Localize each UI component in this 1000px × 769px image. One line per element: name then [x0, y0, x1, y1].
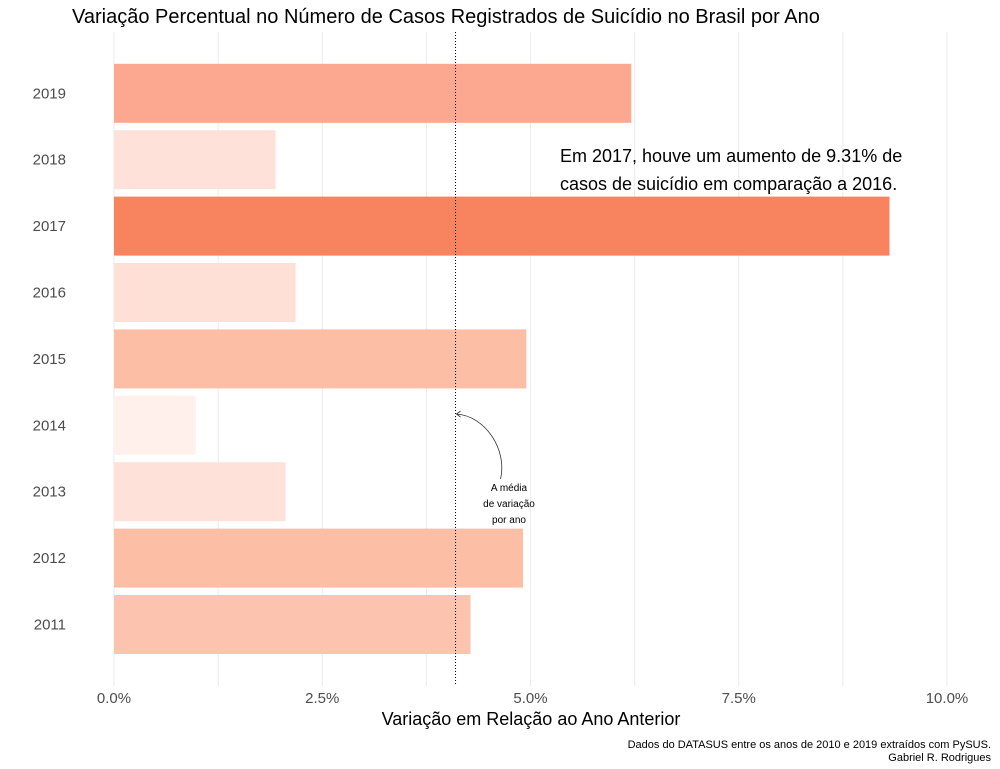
- mean-arrow: [456, 413, 503, 480]
- bar-2012: [114, 528, 524, 588]
- y-tick-label: 2017: [33, 218, 66, 235]
- bar-2017: [114, 196, 890, 256]
- bar-2019: [114, 63, 632, 123]
- x-tick-label: 0.0%: [97, 690, 131, 707]
- x-tick-label: 7.5%: [722, 690, 756, 707]
- bars: [114, 63, 890, 654]
- caption-line: Dados do DATASUS entre os anos de 2010 e…: [628, 739, 991, 751]
- bar-2016: [114, 263, 296, 322]
- bar-2014: [114, 395, 196, 455]
- mean-arrow-head: [455, 410, 461, 418]
- x-tick-label: 2.5%: [305, 690, 339, 707]
- y-tick-label: 2015: [33, 351, 66, 368]
- chart-title: Variação Percentual no Número de Casos R…: [72, 6, 820, 28]
- highlight-annotation-line: casos de suicídio em comparação a 2016.: [560, 174, 897, 194]
- mean-annotation: A média de variação por ano: [483, 483, 535, 526]
- x-tick-label: 5.0%: [513, 690, 547, 707]
- y-axis-ticks: 2011 2012 2013 2014 2015 2016 2017 2018 2019: [33, 85, 66, 633]
- y-tick-label: 2013: [33, 484, 66, 501]
- mean-annotation-line: A média: [491, 483, 528, 494]
- y-tick-label: 2014: [33, 417, 66, 434]
- mean-annotation-line: por ano: [492, 515, 526, 526]
- bar-2015: [114, 329, 527, 389]
- bar-2018: [114, 130, 276, 190]
- bar-2013: [114, 462, 286, 522]
- y-tick-label: 2018: [33, 152, 66, 169]
- y-tick-label: 2011: [34, 617, 66, 634]
- highlight-annotation: Em 2017, houve um aumento de 9.31% de ca…: [560, 146, 902, 194]
- x-tick-label: 10.0%: [926, 690, 969, 707]
- x-axis-ticks: 0.0% 2.5% 5.0% 7.5% 10.0%: [97, 690, 968, 707]
- x-axis-label: Variação em Relação ao Ano Anterior: [382, 709, 681, 729]
- highlight-annotation-line: Em 2017, houve um aumento de 9.31% de: [560, 146, 902, 166]
- y-tick-label: 2016: [33, 285, 66, 302]
- y-tick-label: 2012: [33, 550, 66, 567]
- mean-annotation-line: de variação: [483, 499, 535, 510]
- y-tick-label: 2019: [33, 85, 66, 102]
- bar-2011: [114, 595, 471, 654]
- caption-line: Gabriel R. Rodrigues: [888, 752, 991, 764]
